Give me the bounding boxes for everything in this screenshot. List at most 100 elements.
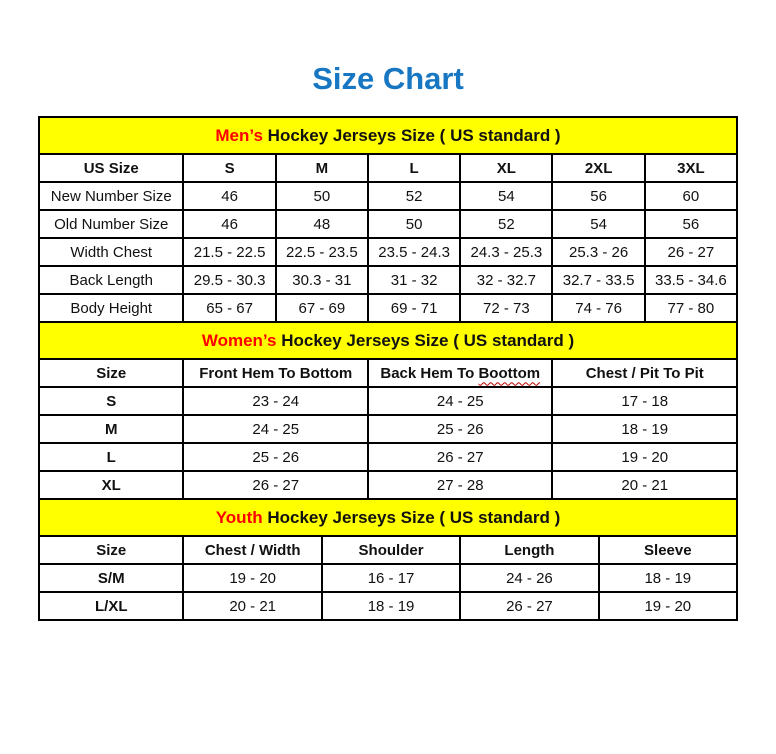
table-cell: 19 - 20 [551,442,738,472]
size-chart: Men’s Hockey Jerseys Size ( US standard … [37,116,739,621]
table-cell: 21.5 - 22.5 [182,237,277,267]
youth-table-row: S/M 19 - 20 16 - 17 24 - 26 18 - 19 [37,563,739,593]
column-header: Chest / Width [182,535,323,565]
table-cell: 50 [274,181,369,211]
table-cell: 16 - 17 [320,563,462,593]
womens-banner-text: Hockey Jerseys Size ( US standard ) [281,331,575,350]
column-header: Shoulder [320,535,462,565]
womens-banner-highlight: Women’s [201,331,277,350]
table-cell: 20 - 21 [182,591,323,621]
column-header: XL [459,153,554,183]
womens-table-row: XL 26 - 27 27 - 28 20 - 21 [37,470,738,500]
column-header: Size [37,535,185,565]
column-header: Length [459,535,600,565]
table-cell: Body Height [37,293,185,323]
table-cell: 18 - 19 [597,563,739,593]
mens-size-table: US Size S M L XL 2XL 3XL New Number Size 46 50 52 5… [37,153,739,323]
table-cell: 29.5 - 30.3 [182,265,277,295]
table-cell: 26 - 27 [182,470,369,500]
table-cell: 26 - 27 [643,237,739,267]
mens-banner-highlight: Men’s [215,126,263,145]
table-cell: 27 - 28 [366,470,554,500]
table-cell: 67 - 69 [274,293,369,323]
table-cell: 52 [459,209,554,239]
column-header: US Size [37,153,185,183]
mens-table-row: New Number Size 46 50 52 54 56 60 [37,181,739,211]
table-cell: 56 [643,209,739,239]
table-cell: 33.5 - 34.6 [643,265,739,295]
mens-table-row: Back Length 29.5 - 30.3 30.3 - 31 31 - 32 32… [37,265,739,295]
table-cell: 31 - 32 [366,265,462,295]
table-cell: 77 - 80 [643,293,739,323]
table-cell: 32 - 32.7 [459,265,554,295]
misspelled-word: Boottom [478,364,541,382]
table-cell: 23.5 - 24.3 [366,237,462,267]
column-header: Front Hem To Bottom [182,358,369,388]
youth-banner-highlight: Youth [215,508,263,527]
table-cell: 74 - 76 [551,293,646,323]
mens-header-row: US Size S M L XL 2XL 3XL [37,153,739,183]
womens-header-row: Size Front Hem To Bottom Back Hem To Boott… [37,358,738,388]
table-cell: 60 [643,181,739,211]
youth-size-table: Size Chest / Width Shoulder Length Sleeve S/M… [37,535,739,621]
table-cell: 26 - 27 [366,442,554,472]
womens-table-row: M 24 - 25 25 - 26 18 - 19 [37,414,738,444]
table-cell: Width Chest [37,237,185,267]
table-cell: 56 [551,181,646,211]
table-cell: 17 - 18 [551,386,738,416]
table-cell: M [37,414,185,444]
table-cell: 72 - 73 [459,293,554,323]
womens-size-table: Size Front Hem To Bottom Back Hem To Boott… [37,358,738,500]
womens-table-row: L 25 - 26 26 - 27 19 - 20 [37,442,738,472]
youth-header-row: Size Chest / Width Shoulder Length Sleeve [37,535,739,565]
youth-table-row: L/XL 20 - 21 18 - 19 26 - 27 19 - 20 [37,591,739,621]
table-cell: 25 - 26 [182,442,369,472]
womens-table-row: S 23 - 24 24 - 25 17 - 18 [37,386,738,416]
table-cell: XL [37,470,185,500]
table-cell: L/XL [37,591,185,621]
column-header: M [274,153,369,183]
table-cell: 46 [182,181,277,211]
table-cell: 24 - 25 [366,386,554,416]
table-cell: 46 [182,209,277,239]
table-cell: 19 - 20 [597,591,739,621]
table-cell: 18 - 19 [551,414,738,444]
table-cell: S/M [37,563,185,593]
column-header: Chest / Pit To Pit [551,358,738,388]
table-cell: 20 - 21 [551,470,738,500]
table-cell: 25.3 - 26 [551,237,646,267]
table-cell: 32.7 - 33.5 [551,265,646,295]
column-header: S [182,153,277,183]
page-title: Size Chart [312,61,464,96]
womens-size-section: Women’s Hockey Jerseys Size ( US standar… [37,321,738,500]
column-header: Size [37,358,185,388]
column-header: Back Hem To Boottom [366,358,554,388]
table-cell: S [37,386,185,416]
womens-section-banner: Women’s Hockey Jerseys Size ( US standar… [38,321,738,360]
mens-banner-text: Hockey Jerseys Size ( US standard ) [267,126,561,145]
table-cell: 69 - 71 [366,293,462,323]
youth-size-section: Youth Hockey Jerseys Size ( US standard … [37,498,739,621]
table-cell: 23 - 24 [182,386,369,416]
table-cell: 24.3 - 25.3 [459,237,554,267]
youth-section-banner: Youth Hockey Jerseys Size ( US standard … [38,498,738,537]
mens-table-row: Body Height 65 - 67 67 - 69 69 - 71 72 - 73 7… [37,293,739,323]
column-header: 2XL [551,153,646,183]
table-cell: 24 - 26 [459,563,600,593]
table-cell: 54 [459,181,554,211]
table-cell: 26 - 27 [459,591,600,621]
mens-table-row: Width Chest 21.5 - 22.5 22.5 - 23.5 23.5 - … [37,237,739,267]
table-cell: 19 - 20 [182,563,323,593]
table-cell: 50 [366,209,462,239]
column-header: 3XL [643,153,739,183]
mens-table-row: Old Number Size 46 48 50 52 54 56 [37,209,739,239]
table-cell: 22.5 - 23.5 [274,237,369,267]
table-cell: L [37,442,185,472]
mens-section-banner: Men’s Hockey Jerseys Size ( US standard … [38,116,738,155]
column-header-text: Back Hem To [380,364,479,382]
table-cell: Old Number Size [37,209,185,239]
table-cell: New Number Size [37,181,185,211]
youth-banner-text: Hockey Jerseys Size ( US standard ) [267,508,561,527]
table-cell: Back Length [37,265,185,295]
table-cell: 18 - 19 [320,591,462,621]
